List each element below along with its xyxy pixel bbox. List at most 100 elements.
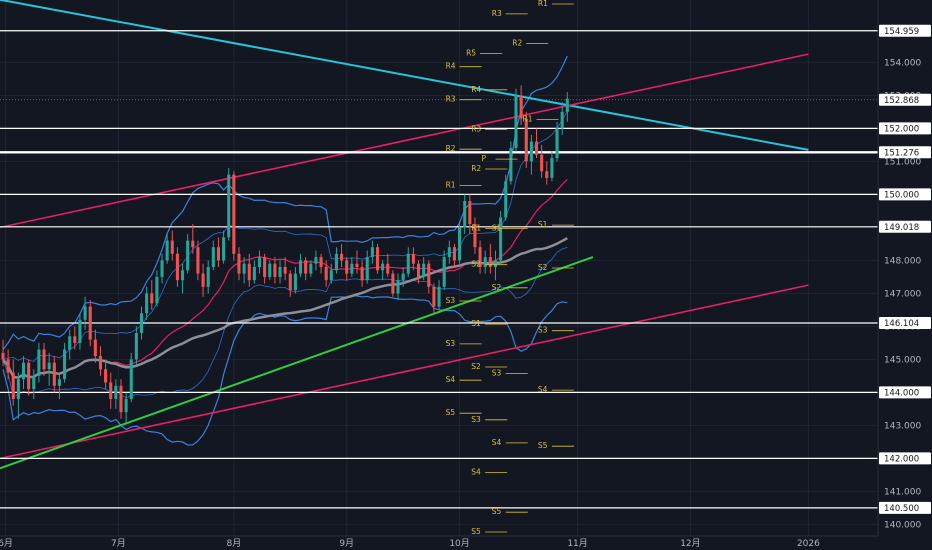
pivot-label: R3	[492, 9, 502, 18]
support-trendline	[0, 256, 594, 470]
price-tick-label: 143.000	[884, 421, 921, 431]
candle-body	[57, 379, 61, 386]
level-price-tag	[879, 146, 931, 159]
pivot-label: R1	[523, 115, 533, 124]
pivot-label: S3	[492, 369, 502, 378]
level-price-tag-label: 154.959	[884, 27, 919, 37]
bollinger-bands	[2, 55, 568, 446]
time-tick-label: 10月	[449, 538, 469, 549]
long-moving-average-line	[2, 237, 568, 379]
candle-body	[216, 247, 220, 261]
time-tick-label: 8月	[226, 538, 241, 549]
time-tick-label: 7月	[111, 538, 126, 549]
candle-body	[550, 158, 554, 178]
candle-body	[293, 273, 297, 291]
down-trendline	[0, 0, 809, 151]
bollinger-lower-line	[2, 295, 568, 446]
level-price-tag	[879, 220, 931, 233]
candle-body	[427, 263, 431, 287]
price-tick-label: 154.000	[884, 58, 921, 68]
candle-body	[247, 263, 251, 281]
candle-body	[98, 356, 103, 370]
candle-body	[540, 154, 544, 172]
price-tick-label: 141.000	[884, 487, 921, 497]
candle-body	[304, 260, 308, 274]
pivot-label: R4	[446, 62, 456, 71]
candle-body	[278, 267, 282, 277]
candlesticks	[1, 85, 569, 423]
candle-body	[6, 359, 10, 373]
time-axis-bg	[0, 536, 878, 550]
level-price-tag-label: 142.000	[884, 454, 919, 464]
candle-body	[534, 141, 539, 155]
candle-body	[360, 267, 364, 281]
candle-body	[555, 128, 559, 159]
pivot-label: R5	[466, 49, 476, 58]
candle-body	[21, 362, 26, 380]
candle-body	[42, 349, 46, 370]
candle-body	[452, 247, 456, 261]
level-price-tag	[879, 452, 931, 465]
candle-body	[391, 273, 395, 294]
candle-body	[227, 174, 231, 238]
time-tick-label: 12月	[680, 538, 700, 549]
candle-body	[519, 95, 523, 119]
candle-body	[155, 276, 159, 304]
candle-body	[514, 95, 518, 149]
pivot-label: R2	[446, 144, 456, 153]
level-price-tag	[879, 386, 931, 399]
candle-body	[545, 171, 549, 178]
candle-body	[406, 253, 410, 274]
level-price-tag	[879, 316, 931, 329]
price-tick-label: 151.000	[884, 157, 921, 167]
pivot-label: S1	[471, 319, 481, 328]
candle-body	[16, 379, 20, 399]
pivot-label: S5	[538, 441, 548, 450]
candle-body	[93, 339, 97, 357]
candle-body	[150, 293, 154, 304]
pivot-label: S1	[492, 223, 502, 232]
pivot-label: R1	[538, 0, 548, 8]
level-price-tag	[879, 24, 931, 37]
bollinger-inner-lower-line	[2, 247, 568, 399]
candle-body	[411, 253, 415, 264]
candle-body	[529, 141, 533, 162]
pivot-label: S2	[471, 260, 481, 269]
candle-body	[165, 240, 169, 261]
level-price-tag	[879, 122, 931, 135]
bollinger-upper-line	[2, 55, 568, 350]
pivot-label: S3	[446, 296, 456, 305]
time-axis[interactable]: 6月 7月 8月 9月 10月 11月 12月 2026	[0, 535, 878, 550]
pivot-label: S1	[538, 220, 548, 229]
pivot-label: R2	[471, 164, 481, 173]
candle-body	[37, 349, 41, 376]
level-price-tag-label: 152.000	[884, 124, 919, 134]
pivot-label: R2	[512, 39, 522, 48]
candle-body	[263, 257, 267, 277]
candle-body	[478, 247, 482, 267]
last-price-tag-label: 152.868	[884, 96, 919, 106]
candle-body	[201, 273, 205, 287]
pivot-label: S4	[538, 385, 548, 394]
candle-body	[273, 263, 277, 277]
candle-body	[422, 263, 426, 277]
candle-body	[206, 267, 210, 287]
level-price-tag-label: 144.000	[884, 388, 919, 398]
price-axis[interactable]: 140.000 141.000 142.000 143.000 144.000 145.0…	[877, 0, 932, 550]
candle-body	[186, 240, 190, 271]
candle-body	[468, 201, 472, 225]
candle-body	[375, 247, 380, 271]
candle-body	[401, 273, 405, 281]
candle-body	[181, 270, 185, 281]
candle-body	[175, 253, 179, 281]
candle-body	[68, 336, 72, 350]
candle-body	[340, 253, 344, 261]
level-price-tag-label: 150.000	[884, 190, 919, 200]
candle-body	[160, 260, 164, 277]
candle-body	[52, 362, 56, 386]
level-price-tag-label: 149.018	[884, 223, 919, 233]
candle-body	[437, 286, 441, 307]
